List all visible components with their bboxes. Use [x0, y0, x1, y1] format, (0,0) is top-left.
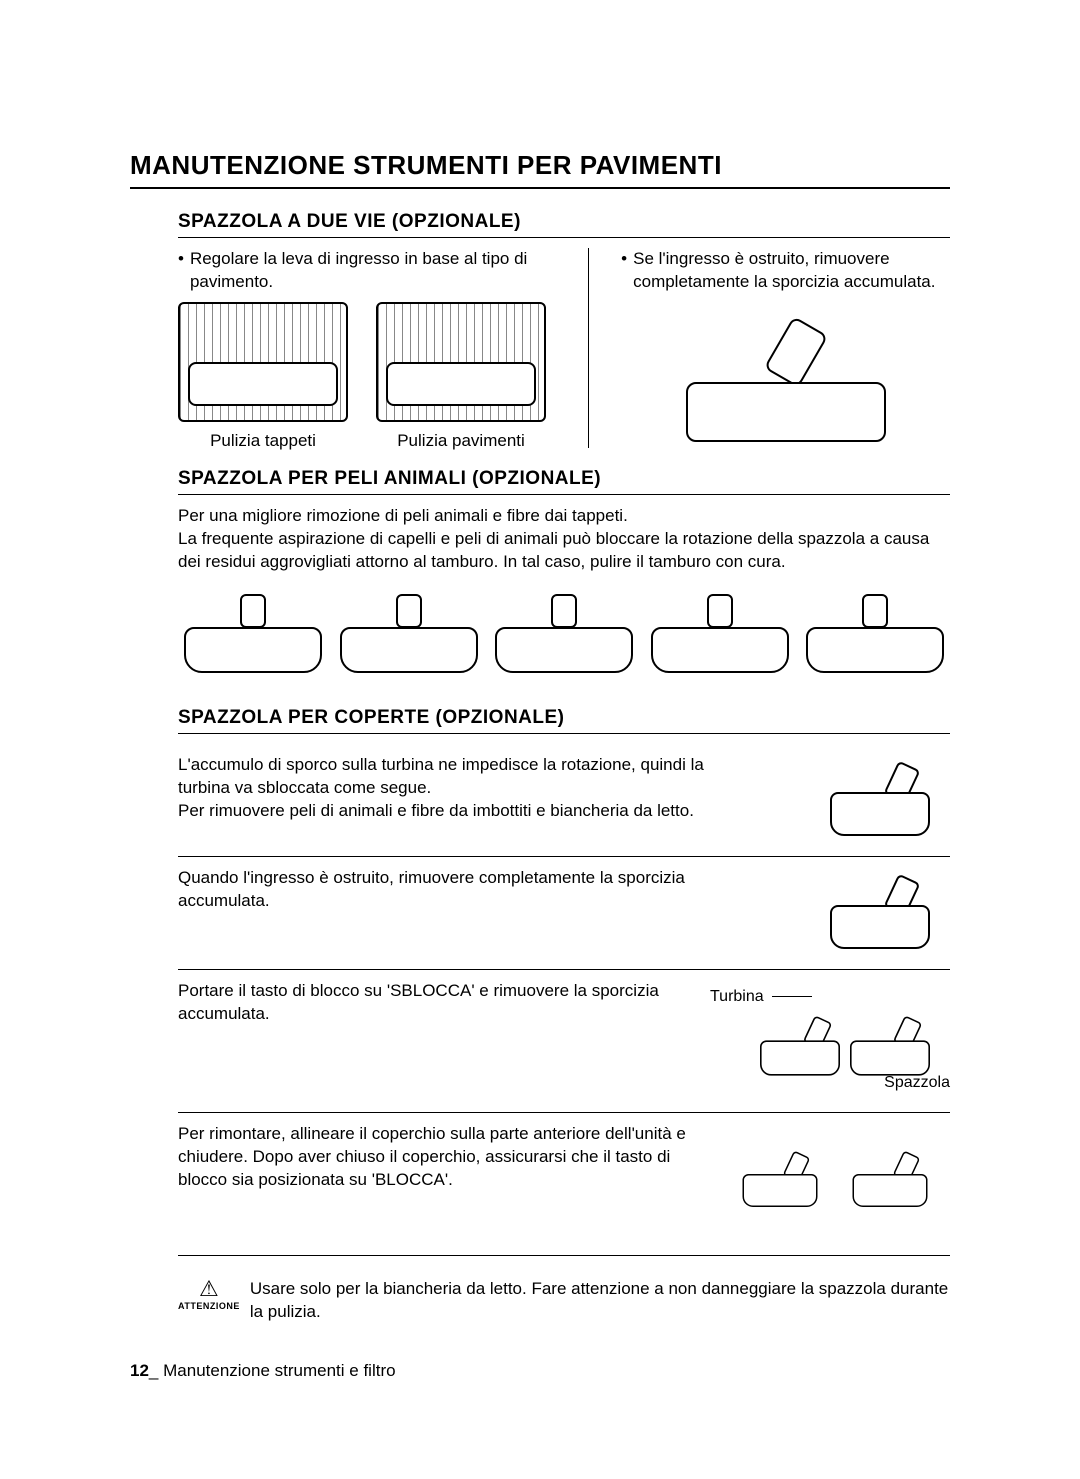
caution-text: Usare solo per la biancheria da letto. F… [250, 1278, 950, 1324]
pet-brush-step-3 [489, 588, 639, 683]
carpet-caption: Pulizia tappeti [178, 430, 348, 453]
vertical-divider [588, 248, 589, 448]
bullet-left: • Regolare la leva di ingresso in base a… [178, 248, 556, 294]
page-number: 12 [130, 1361, 149, 1380]
blanket-row-1-illustration [770, 754, 950, 844]
bullet-right: • Se l'ingresso è ostruito, rimuovere co… [621, 248, 950, 294]
blanket-row-1-text: L'accumulo di sporco sulla turbina ne im… [178, 754, 752, 844]
floor-caption: Pulizia pavimenti [376, 430, 546, 453]
blanket-row-3: Portare il tasto di blocco su 'SBLOCCA' … [178, 970, 950, 1113]
blanket-row-4-text: Per rimontare, allineare il coperchio su… [178, 1123, 692, 1243]
pet-brush-step-2 [334, 588, 484, 683]
blanket-row-4-illustration [710, 1123, 950, 1243]
floor-image-col: Pulizia pavimenti [376, 302, 546, 453]
blanket-row-3-illustration: Turbina Spazzola [710, 980, 950, 1100]
caution-icon-block: ⚠ ATTENZIONE [178, 1278, 240, 1324]
floor-brush-illustration [376, 302, 546, 422]
bullet-left-text: Regolare la leva di ingresso in base al … [190, 248, 556, 294]
bullet-right-text: Se l'ingresso è ostruito, rimuovere comp… [633, 248, 950, 294]
obstructed-brush-illustration [676, 312, 896, 462]
page-footer: 12_ Manutenzione strumenti e filtro [130, 1361, 396, 1381]
blanket-row-2-illustration [770, 867, 950, 957]
section3-body: L'accumulo di sporco sulla turbina ne im… [178, 744, 950, 1324]
section2-body: Per una migliore rimozione di peli anima… [178, 505, 950, 683]
section1-body: • Regolare la leva di ingresso in base a… [178, 248, 950, 462]
bullet-dot-icon: • [178, 248, 184, 294]
blanket-row-3-text: Portare il tasto di blocco su 'SBLOCCA' … [178, 980, 692, 1100]
blanket-row-4: Per rimontare, allineare il coperchio su… [178, 1113, 950, 1256]
section1-left-col: • Regolare la leva di ingresso in base a… [178, 248, 556, 462]
section1-heading: SPAZZOLA A DUE VIE (OPZIONALE) [178, 211, 950, 238]
pet-brush-step-4 [645, 588, 795, 683]
section3-heading: SPAZZOLA PER COPERTE (OPZIONALE) [178, 707, 950, 734]
section2-heading: SPAZZOLA PER PELI ANIMALI (OPZIONALE) [178, 468, 950, 495]
turbina-label: Turbina [710, 986, 764, 1008]
bullet-dot-icon: • [621, 248, 627, 294]
section1-image-row: Pulizia tappeti Pulizia pavimenti [178, 302, 556, 453]
pet-brush-step-5 [800, 588, 950, 683]
spazzola-label: Spazzola [884, 1072, 950, 1094]
footer-separator: _ [149, 1361, 158, 1380]
section1-right-col: • Se l'ingresso è ostruito, rimuovere co… [621, 248, 950, 462]
caution-label: ATTENZIONE [178, 1300, 240, 1312]
blanket-row-1: L'accumulo di sporco sulla turbina ne im… [178, 744, 950, 857]
carpet-brush-illustration [178, 302, 348, 422]
blanket-row-2-text: Quando l'ingresso è ostruito, rimuovere … [178, 867, 752, 957]
pet-brush-step-1 [178, 588, 328, 683]
page-title: MANUTENZIONE STRUMENTI PER PAVIMENTI [130, 150, 950, 189]
carpet-image-col: Pulizia tappeti [178, 302, 348, 453]
warning-icon: ⚠ [178, 1278, 240, 1300]
footer-label: Manutenzione strumenti e filtro [163, 1361, 395, 1380]
blanket-row-2: Quando l'ingresso è ostruito, rimuovere … [178, 857, 950, 970]
pet-brush-illustration-row [178, 588, 950, 683]
caution-row: ⚠ ATTENZIONE Usare solo per la biancheri… [178, 1270, 950, 1324]
section2-paragraph: Per una migliore rimozione di peli anima… [178, 505, 950, 574]
